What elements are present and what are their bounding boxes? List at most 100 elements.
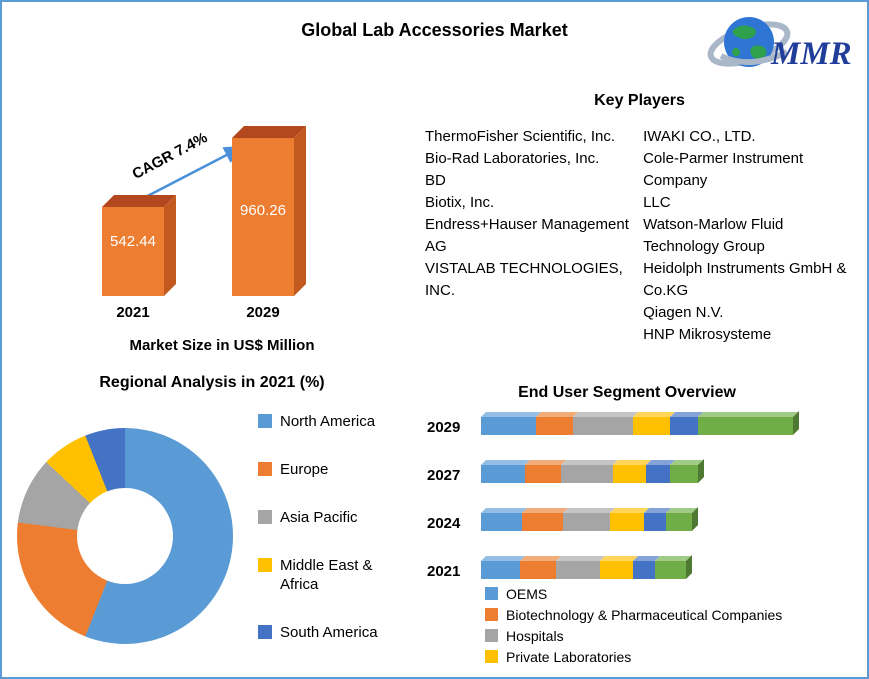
key-player-name: IWAKI CO., LTD. [643,128,756,145]
regional-legend-item: Europe [258,460,398,479]
enduser-bar-top-face [481,412,867,417]
enduser-bar-segment [563,513,610,531]
legend-label: South America [280,624,378,641]
legend-label: Biotechnology & Pharmaceutical Companies [506,607,783,623]
mmr-logo-icon: MMR [707,17,852,72]
enduser-bar-front [481,555,862,579]
enduser-year-label: 2029 [427,419,461,436]
key-player-name: LLC [643,194,671,211]
enduser-year-label: 2027 [427,467,461,484]
key-players-columns: ThermoFisher Scientific, Inc. Bio-Rad Lab… [417,126,862,346]
enduser-bar-top-segment [561,460,618,465]
enduser-bar-segment [481,513,522,531]
enduser-bar-segment [522,513,563,531]
bar-category-label: 2021 [116,304,150,321]
key-players-column-1: ThermoFisher Scientific, Inc. Bio-Rad Lab… [425,126,633,346]
regional-legend-item: South America [258,623,398,642]
bar-side-face [164,195,176,296]
enduser-bar-top-segment [481,508,527,513]
mmr-logo: MMR [707,6,857,80]
key-player-name: Bio-Rad Laboratories, Inc. [425,150,600,167]
enduser-bar-segment [670,465,698,483]
regional-donut-chart [17,428,233,644]
key-player-name: Watson-Marlow Fluid Technology Group [643,216,784,255]
enduser-bar-top-face [481,556,867,561]
enduser-bar-segment [561,465,613,483]
regional-legend-item: Middle East & Africa [258,556,398,594]
enduser-bar-segment [573,417,633,435]
page-title: Global Lab Accessories Market [301,20,568,40]
donut-hole [77,488,173,584]
enduser-year-label: 2021 [427,563,461,580]
legend-label: Hospitals [506,628,564,644]
key-players-section: Key Players ThermoFisher Scientific, Inc… [417,92,862,346]
regional-legend: North America Europe Asia Pacific Middle Ea… [258,412,398,671]
enduser-bar-top-segment [573,412,638,417]
enduser-bar-segment [644,513,666,531]
enduser-bar-front [481,507,862,531]
legend-swatch-icon [258,510,272,524]
enduser-bar-top-segment [563,508,615,513]
enduser-legend-item: Hospitals [485,628,782,644]
enduser-bar-segment [666,513,692,531]
enduser-bar-front [481,459,862,483]
bar-value-label: 542.44 [110,233,156,250]
enduser-bar-end-cap [793,411,799,435]
mmr-logo-text: MMR [770,36,852,72]
enduser-bar [481,411,862,436]
key-player-name: Cole-Parmer Instrument Company [643,150,804,189]
legend-label: Europe [280,461,329,478]
enduser-legend-item: OEMS [485,586,782,602]
legend-swatch-icon [485,608,498,621]
enduser-bar-segment [633,561,655,579]
key-player-name: Endress+Hauser Management AG [425,216,629,255]
enduser-bar-segment [520,561,556,579]
legend-label: North America [280,413,376,430]
enduser-legend-item: Biotechnology & Pharmaceutical Companies [485,607,782,623]
bar-value-label: 960.26 [240,202,286,219]
market-size-categories: 2021 2029 [72,304,372,324]
enduser-bar-top-segment [522,508,568,513]
enduser-bar-top-segment [481,460,530,465]
enduser-row: 2027 [427,459,862,484]
enduser-row: 2029 [427,411,862,436]
legend-label: Middle East & Africa [280,557,373,593]
legend-swatch-icon [258,414,272,428]
enduser-bar-top-segment [698,412,798,417]
enduser-bar-top-face [481,508,867,513]
legend-swatch-icon [258,462,272,476]
enduser-bar-front [481,411,862,435]
enduser-bar-segment [481,417,536,435]
key-player-name: Heidolph Instruments GmbH & Co.KG [643,260,847,299]
key-player-name: VISTALAB TECHNOLOGIES, INC. [425,260,623,299]
enduser-bar-segment [525,465,561,483]
legend-swatch-icon [485,650,498,663]
enduser-legend-item: Private Laboratories [485,649,782,665]
legend-swatch-icon [258,625,272,639]
enduser-bar-top-face [481,460,867,465]
key-player-name: ThermoFisher Scientific, Inc. [425,128,616,145]
enduser-bar-segment [698,417,793,435]
enduser-bar-segment [556,561,600,579]
enduser-bar-top-segment [556,556,605,561]
enduser-row: 2021 [427,555,862,580]
key-player-name: HNP Mikrosysteme [643,326,772,343]
legend-swatch-icon [258,558,272,572]
enduser-bar-segment [481,561,520,579]
enduser-bar-end-cap [692,507,698,531]
market-size-bars: 542.44 960.26 [72,114,372,296]
end-user-title: End User Segment Overview [518,384,736,401]
regional-legend-item: Asia Pacific [258,508,398,527]
enduser-bar-segment [610,513,644,531]
enduser-bar-segment [600,561,633,579]
bar-side-face [294,126,306,296]
regional-analysis-title: Regional Analysis in 2021 (%) [99,374,325,391]
legend-label: Asia Pacific [280,509,358,526]
enduser-bar-top-segment [481,412,541,417]
market-size-bar: 542.44 [102,195,176,296]
enduser-row: 2024 [427,507,862,532]
bar-category-label: 2029 [246,304,280,321]
enduser-bar-top-segment [633,412,675,417]
enduser-year-label: 2024 [427,515,461,532]
